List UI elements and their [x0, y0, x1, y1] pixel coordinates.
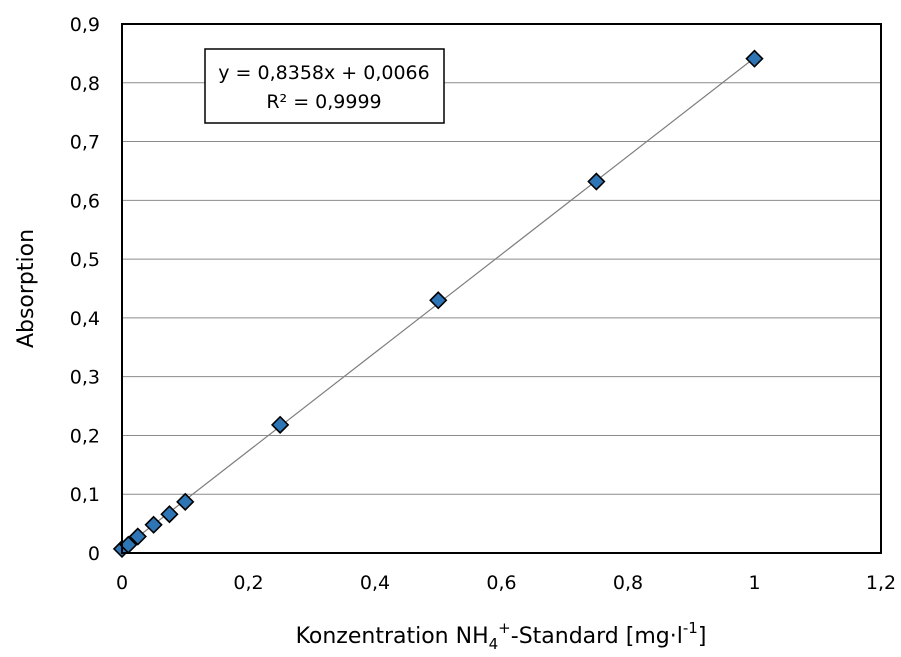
y-tick-label: 0,3 — [70, 367, 100, 389]
x-tick-label: 1 — [748, 572, 760, 594]
y-tick-label: 0,1 — [70, 484, 100, 506]
x-axis-title-middle: -Standard [mg·l — [511, 624, 683, 649]
data-point — [587, 172, 606, 191]
y-tick-label: 0,7 — [70, 132, 100, 154]
equation-box-border — [204, 48, 445, 124]
data-point — [144, 515, 163, 534]
x-axis-title: Konzentration NH4+-Standard [mg·l-1] — [296, 619, 707, 653]
y-tick-label: 0,6 — [70, 190, 100, 212]
x-axis-title-superscript-2: -1 — [683, 619, 698, 637]
x-axis-title-superscript: + — [498, 619, 511, 637]
y-axis-title: Absorption — [14, 229, 39, 348]
data-point — [429, 291, 448, 310]
x-axis-title-suffix: ] — [698, 624, 707, 649]
x-axis-tick-labels: 0 0,2 0,4 0,6 0,8 1 1,2 — [116, 572, 896, 594]
x-tick-label: 0,2 — [233, 572, 263, 594]
y-tick-label: 0,8 — [70, 73, 100, 95]
x-tick-label: 0 — [116, 572, 128, 594]
x-axis-title-prefix: Konzentration NH — [296, 624, 489, 649]
y-axis-tick-labels: 0 0,1 0,2 0,3 0,4 0,5 0,6 0,7 0,8 0,9 — [70, 14, 100, 565]
data-point — [160, 505, 179, 524]
x-tick-label: 0,4 — [360, 572, 390, 594]
x-tick-label: 0,8 — [613, 572, 643, 594]
x-axis-title-subscript: 4 — [489, 635, 499, 653]
trendline-equation: y = 0,8358x + 0,0066 — [218, 62, 429, 84]
x-tick-label: 0,6 — [486, 572, 516, 594]
data-point — [270, 415, 290, 434]
trendline-equation-box: y = 0,8358x + 0,0066 R² = 0,9999 — [204, 48, 445, 124]
y-tick-label: 0 — [88, 543, 100, 565]
y-tick-label: 0,9 — [70, 14, 100, 36]
gridlines — [122, 82, 881, 495]
data-point — [745, 49, 764, 68]
data-point — [176, 492, 195, 511]
plot-area-frame — [121, 23, 882, 554]
x-tick-label: 1,2 — [866, 572, 896, 594]
y-tick-label: 0,5 — [70, 249, 100, 271]
data-point — [128, 527, 147, 546]
r-squared-value: R² = 0,9999 — [266, 91, 381, 113]
y-tick-label: 0,2 — [70, 425, 100, 447]
y-tick-label: 0,4 — [70, 308, 100, 330]
